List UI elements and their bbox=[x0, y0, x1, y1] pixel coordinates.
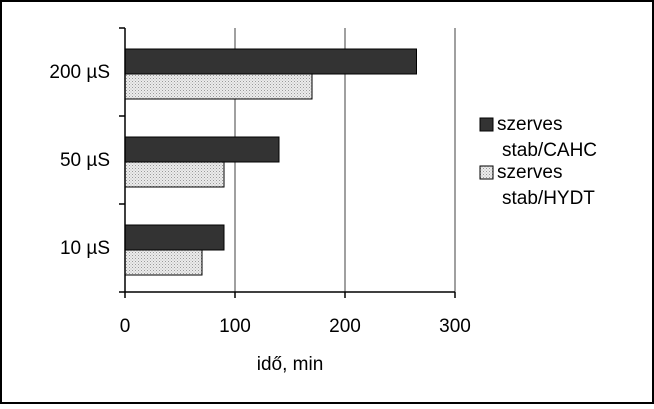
bar bbox=[124, 48, 417, 75]
bar bbox=[124, 136, 280, 163]
x-tick-label: 0 bbox=[120, 316, 131, 337]
y-tick-label: 200 µS bbox=[49, 62, 110, 83]
bar bbox=[124, 224, 225, 251]
bar bbox=[124, 249, 203, 276]
axes bbox=[119, 27, 456, 298]
x-axis-label: idő, min bbox=[257, 354, 324, 375]
legend-label: szerves bbox=[497, 162, 562, 183]
x-tick-label: 300 bbox=[439, 316, 471, 337]
y-tick-labels: 200 µS 50 µS 10 µS bbox=[49, 62, 110, 259]
bar bbox=[124, 73, 313, 100]
bar bbox=[124, 161, 225, 188]
y-tick-label: 50 µS bbox=[60, 150, 110, 171]
x-tick-label: 100 bbox=[219, 316, 251, 337]
x-tick-label: 200 bbox=[329, 316, 361, 337]
x-tick-labels: 0 100 200 300 bbox=[120, 316, 471, 337]
legend-label: szerves bbox=[497, 114, 562, 135]
bars bbox=[124, 48, 417, 276]
legend-swatch bbox=[479, 117, 494, 132]
legend-label: stab/HYDT bbox=[502, 188, 595, 209]
legend-swatch bbox=[479, 165, 494, 180]
y-tick-label: 10 µS bbox=[60, 238, 110, 259]
legend-label: stab/CAHC bbox=[502, 140, 597, 161]
